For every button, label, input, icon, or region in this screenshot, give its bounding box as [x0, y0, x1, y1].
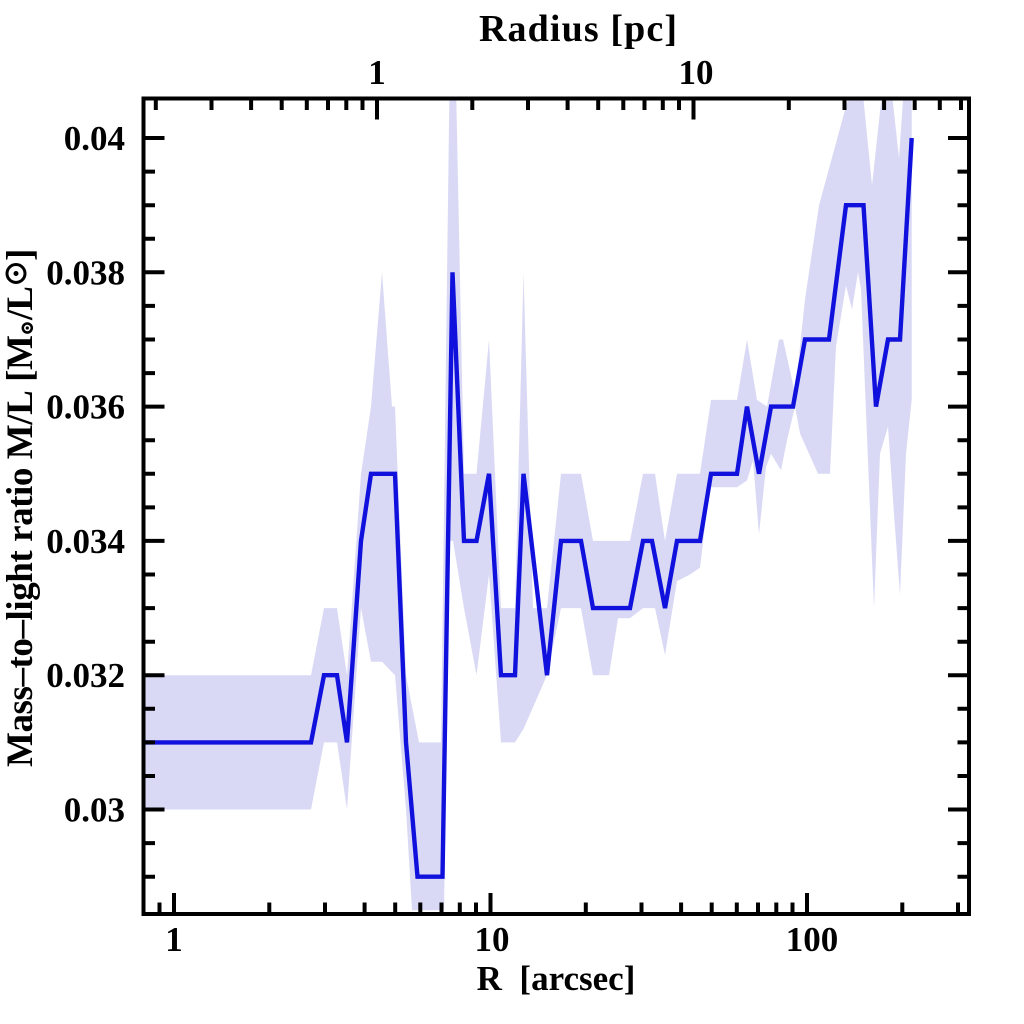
svg-text:0.036: 0.036 — [46, 388, 125, 427]
svg-text:10: 10 — [475, 920, 510, 959]
svg-text:0.04: 0.04 — [64, 119, 125, 158]
svg-text:0.032: 0.032 — [46, 656, 125, 695]
svg-text:1: 1 — [165, 920, 183, 959]
svg-text:0.034: 0.034 — [46, 522, 125, 561]
svg-text:Radius [pc]: Radius [pc] — [479, 8, 677, 50]
svg-text:100: 100 — [786, 920, 839, 959]
svg-text:/L: /L — [0, 286, 41, 321]
svg-text:0.03: 0.03 — [64, 791, 125, 830]
svg-text:0.038: 0.038 — [46, 253, 125, 292]
svg-text:Mass–to–light ratio M/L [M: Mass–to–light ratio M/L [M — [0, 335, 41, 767]
svg-text:10: 10 — [679, 53, 714, 92]
svg-text:]: ] — [0, 249, 41, 261]
svg-text:R [arcsec]: R [arcsec] — [477, 959, 636, 998]
svg-text:1: 1 — [368, 53, 386, 92]
